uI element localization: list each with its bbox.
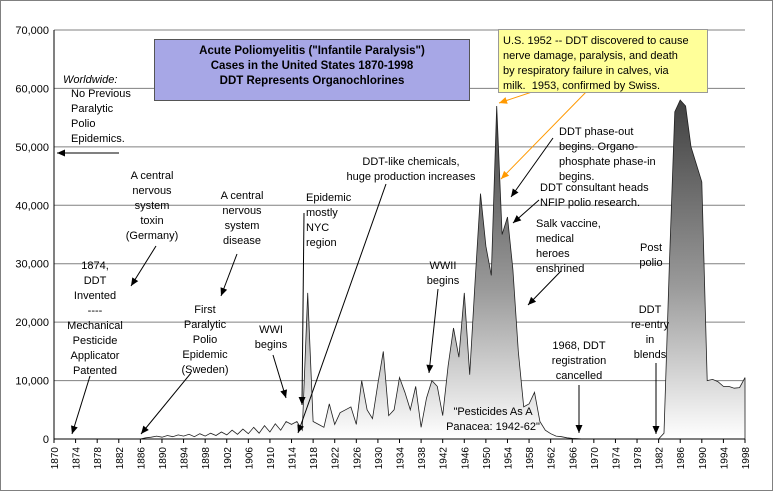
x-tick-label: 1902	[223, 447, 234, 470]
ddt-invented-arrow-head	[71, 425, 78, 434]
chart-title-box: Acute Poliomyelitis ("Infantile Paralysi…	[154, 39, 470, 101]
ddt-reentry-label: DDT re-entry in blends	[631, 304, 669, 361]
registration-cancelled-label: 1968, DDT registration cancelled	[551, 340, 607, 382]
cns-toxin-arrow-head	[131, 277, 139, 286]
y-tick-label: 10,000	[15, 376, 49, 388]
x-tick-label: 1974	[611, 447, 622, 470]
y-tick-label: 40,000	[15, 200, 49, 212]
x-tick-label: 1946	[460, 447, 471, 470]
title-line-2: Cases in the United States 1870-1998	[210, 60, 414, 72]
wwii-arrow	[428, 288, 439, 374]
y-tick-label: 50,000	[15, 142, 49, 154]
x-tick-label: 1970	[590, 447, 601, 470]
y-tick-label: 0	[43, 434, 49, 446]
x-tick-label: 1950	[482, 447, 493, 470]
x-tick-label: 1998	[741, 447, 752, 470]
title-line-3: DDT Represents Organochlorines	[219, 75, 405, 87]
x-tick-label: 1906	[244, 447, 255, 470]
x-tick-label: 1894	[180, 447, 191, 470]
x-tick-label: 1930	[374, 447, 385, 470]
note-arrow-2	[500, 88, 590, 180]
x-tick-label: 1918	[309, 447, 320, 470]
title-line-1: Acute Poliomyelitis ("Infantile Paralysi…	[199, 45, 425, 57]
wwii-label: WWII begins	[426, 260, 460, 287]
ddt-like-label: DDT-like chemicals, huge production incr…	[346, 156, 476, 183]
x-tick-label: 1926	[352, 447, 363, 470]
x-tick-label: 1978	[633, 447, 644, 470]
x-tick-label: 1898	[201, 447, 212, 470]
wwii-arrow-head	[426, 364, 434, 373]
worldwide-label: Worldwide:	[63, 74, 118, 86]
first-epidemic-arrow-head	[141, 425, 149, 434]
epidemic-nyc-arrow	[301, 212, 305, 406]
polio-area	[140, 105, 584, 440]
registration-arrow-head	[575, 425, 583, 433]
phase-out-arrow-head	[511, 188, 519, 197]
x-tick-label: 1874	[72, 447, 83, 470]
x-tick-label: 1954	[503, 447, 514, 470]
note-arrow-1-head	[499, 97, 508, 104]
no-previous-epidemics-label: No Previous Paralytic Polio Epidemics.	[71, 88, 131, 145]
phase-out-label: DDT phase-out begins. Organo- phosphate …	[559, 126, 656, 183]
x-tick-label: 1986	[676, 447, 687, 470]
x-tick-label: 1938	[417, 447, 428, 470]
reentry-arrow-head	[652, 426, 660, 434]
x-tick-label: 1922	[331, 447, 342, 470]
calves-note-text: U.S. 1952 -- DDT discovered to cause ner…	[503, 35, 689, 92]
x-tick-label: 1870	[50, 447, 61, 470]
x-tick-label: 1890	[158, 447, 169, 470]
wwi-label: WWI begins	[254, 324, 288, 351]
x-tick-label: 1942	[439, 447, 450, 470]
cns-toxin-label: A central nervous system toxin (Germany)	[125, 170, 179, 242]
y-tick-label: 60,000	[15, 83, 49, 95]
consultant-label: DDT consultant heads NFIP polio research…	[540, 182, 649, 209]
epidemic-nyc-arrow-head	[298, 396, 306, 405]
x-tick-label: 1910	[266, 447, 277, 470]
cns-disease-label: A central nervous system disease	[220, 190, 264, 247]
y-tick-label: 30,000	[15, 259, 49, 271]
x-tick-label: 1882	[115, 447, 126, 470]
epidemic-nyc-label: Epidemic mostly NYC region	[306, 192, 352, 249]
ddt-like-arrow-head	[297, 424, 304, 433]
panacea-label: "Pesticides As A Panacea: 1942-62"	[446, 406, 540, 433]
consultant-arrow-head	[513, 215, 522, 223]
ddt-invented-arrow	[71, 375, 91, 435]
x-tick-label: 1962	[547, 447, 558, 470]
worldwide-arrow-head	[57, 149, 65, 157]
x-tick-label: 1994	[719, 447, 730, 470]
x-tick-label: 1934	[396, 447, 407, 470]
ddt-like-arrow	[297, 183, 387, 434]
x-tick-label: 1886	[136, 447, 147, 470]
post-polio-area	[657, 99, 746, 440]
y-tick-label: 20,000	[15, 317, 49, 329]
cns-disease-arrow-head	[220, 287, 228, 296]
x-tick-label: 1966	[568, 447, 579, 470]
x-tick-label: 1990	[698, 447, 709, 470]
calves-note-box: U.S. 1952 -- DDT discovered to cause ner…	[498, 29, 708, 93]
salk-arrow-head	[528, 296, 537, 305]
x-tick-label: 1958	[525, 447, 536, 470]
x-tick-label: 1982	[655, 447, 666, 470]
x-tick-label: 1878	[93, 447, 104, 470]
y-tick-label: 70,000	[15, 25, 49, 37]
ddt-invented-label: 1874, DDT Invented ---- Mechanical Pesti…	[67, 260, 123, 377]
phase-out-arrow	[510, 137, 554, 198]
post-polio-label: Post polio	[639, 242, 663, 269]
x-tick-label: 1914	[288, 447, 299, 470]
first-epidemic-arrow	[140, 372, 192, 435]
first-epidemic-label: First Paralytic Polio Epidemic (Sweden)	[181, 304, 229, 376]
salk-vaccine-label: Salk vaccine, medical heroes enshrined	[536, 218, 601, 275]
wwi-arrow-head	[280, 389, 288, 398]
note-arrow-2-head	[501, 170, 510, 179]
